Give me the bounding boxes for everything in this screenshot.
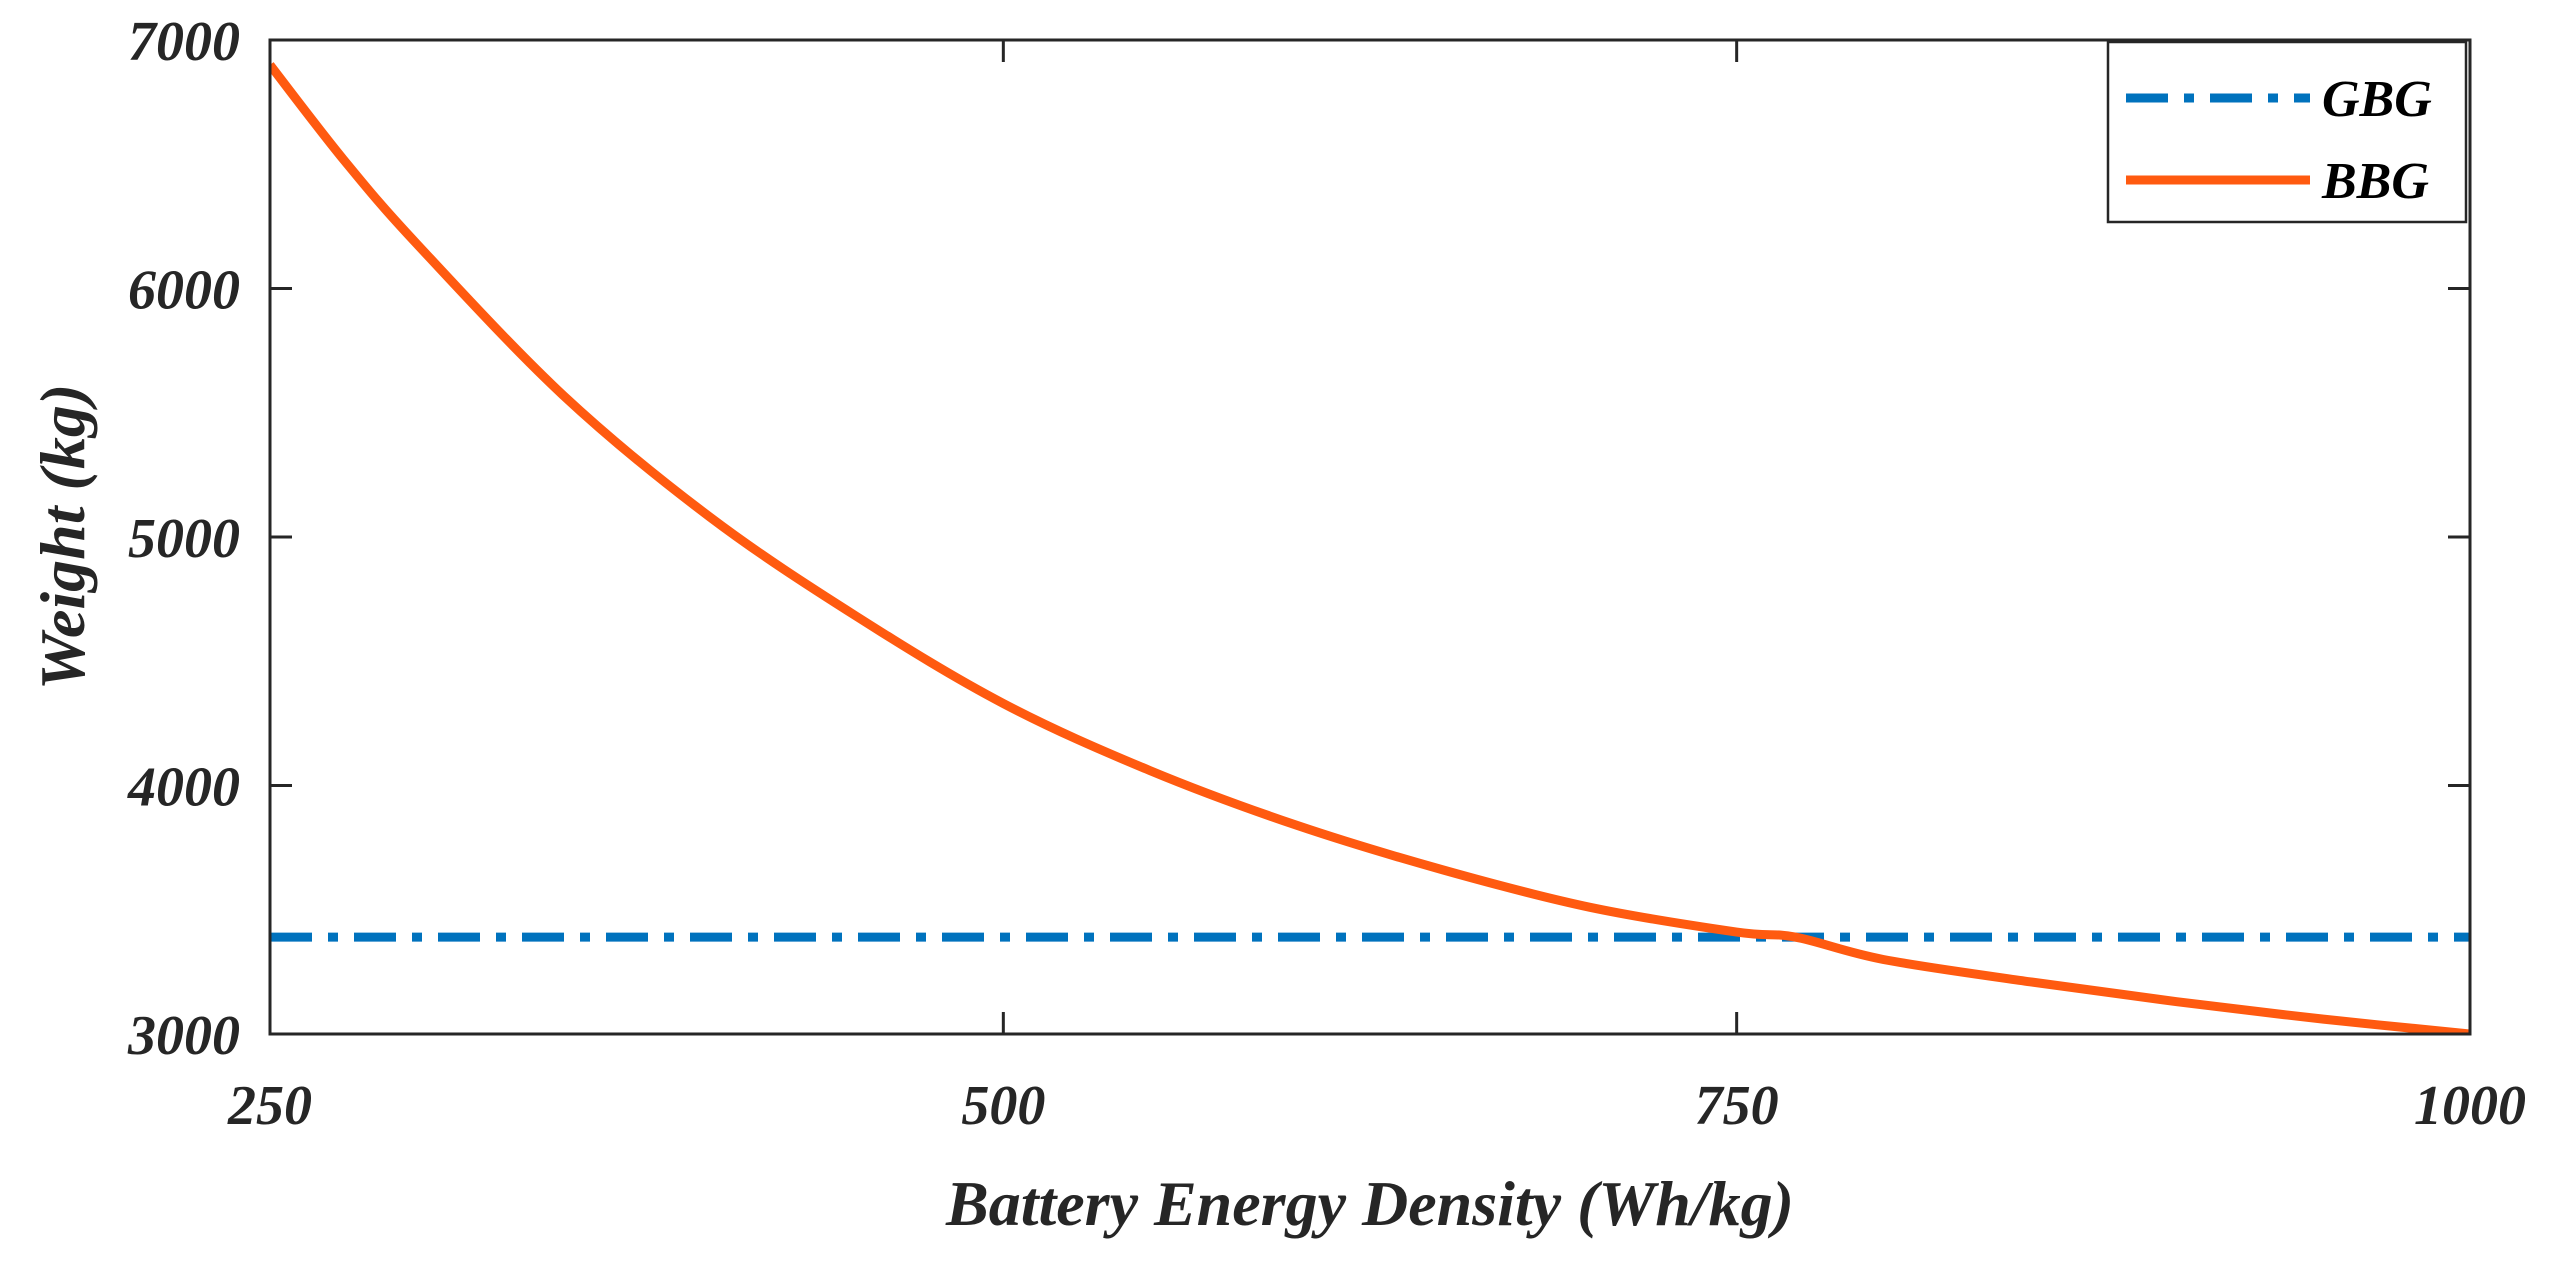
series-line-bbg [270,62,2470,1034]
x-tick-label: 1000 [2414,1075,2526,1137]
y-tick-label: 6000 [128,260,240,322]
plot-area [270,40,2470,1034]
y-tick-label: 5000 [128,508,240,570]
x-axis-label: Battery Energy Density (Wh/kg) [945,1168,1794,1239]
y-tick-label: 4000 [127,757,240,819]
legend-label-gbg: GBG [2322,71,2432,128]
y-tick-label: 3000 [127,1005,240,1067]
x-tick-label: 250 [227,1075,312,1137]
x-tick-label: 500 [961,1075,1045,1137]
x-tick-label: 750 [1695,1075,1779,1137]
legend-label-bbg: BBG [2321,153,2429,210]
y-tick-label: 7000 [128,11,240,73]
legend-box [2106,40,2468,224]
y-axis-label: Weight (kg) [27,384,98,690]
legend: GBG BBG [2106,40,2468,224]
